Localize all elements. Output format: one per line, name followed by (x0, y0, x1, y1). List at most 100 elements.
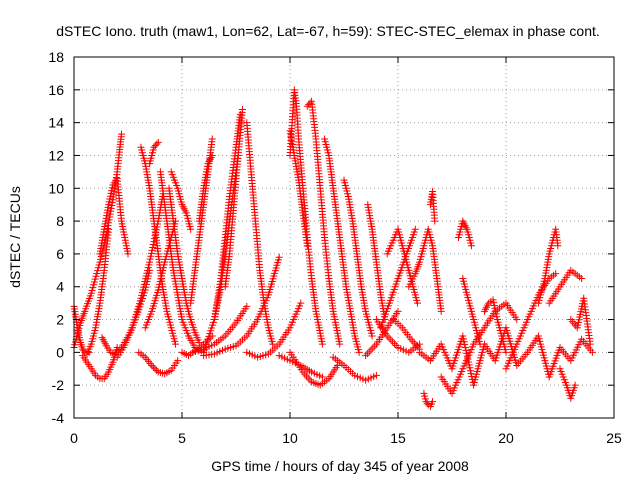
data-point-marker (148, 361, 156, 369)
data-point-marker (149, 363, 157, 371)
data-point-marker (151, 142, 159, 150)
data-point-marker (208, 135, 216, 143)
data-point-marker (460, 338, 468, 346)
data-points (70, 86, 596, 411)
data-point-marker (153, 140, 161, 148)
data-point-marker (429, 398, 437, 406)
data-point-marker (238, 106, 246, 114)
y-tick-label: 2 (56, 312, 64, 328)
data-point-marker (90, 281, 98, 289)
data-point-marker (554, 242, 562, 250)
data-point-marker (150, 143, 158, 151)
data-point-marker (106, 210, 114, 218)
data-point-marker (106, 213, 114, 221)
data-point-marker (187, 225, 195, 233)
data-point-marker (105, 219, 113, 227)
data-point-marker (437, 307, 445, 315)
chart-title: dSTEC Iono. truth (maw1, Lon=62, Lat=-67… (56, 23, 600, 39)
x-tick-label: 10 (282, 430, 298, 446)
data-point-marker (91, 275, 99, 283)
data-point-marker (93, 269, 101, 277)
data-point-marker (413, 299, 421, 307)
data-point-marker (80, 347, 88, 355)
data-point-marker (108, 199, 116, 207)
x-tick-label: 0 (70, 430, 78, 446)
data-point-marker (243, 302, 251, 310)
data-point-marker (149, 243, 157, 251)
data-point-marker (87, 289, 95, 297)
y-tick-label: 16 (48, 82, 64, 98)
data-point-marker (105, 216, 113, 224)
y-tick-label: 4 (56, 279, 64, 295)
data-point-marker (394, 307, 402, 315)
data-point-marker (431, 217, 439, 225)
data-point-marker (146, 258, 154, 266)
data-point-marker (92, 272, 100, 280)
y-tick-label: 12 (48, 147, 64, 163)
data-point-marker (423, 399, 431, 407)
data-point-marker (461, 344, 469, 352)
data-point-marker (148, 246, 156, 254)
data-point-marker (94, 264, 102, 272)
y-axis-label: dSTEC / TECUs (7, 186, 23, 288)
x-tick-label: 5 (178, 430, 186, 446)
y-tick-label: -2 (52, 377, 65, 393)
x-tick-label: 20 (498, 430, 514, 446)
data-point-marker (586, 340, 594, 348)
data-point-marker (147, 252, 155, 260)
data-point-marker (107, 207, 115, 215)
data-point-marker (368, 332, 376, 340)
data-point-marker (172, 340, 180, 348)
data-point-marker (275, 253, 283, 261)
y-tick-label: 18 (48, 49, 64, 65)
data-point-marker (124, 250, 132, 258)
data-point-marker (466, 367, 474, 375)
data-point-marker (465, 361, 473, 369)
data-point-marker (153, 366, 161, 374)
data-point-marker (502, 348, 510, 356)
data-point-marker (459, 335, 467, 343)
x-axis-label: GPS time / hours of day 345 of year 2008 (211, 458, 469, 474)
data-point-marker (89, 284, 97, 292)
data-point-marker (476, 340, 484, 348)
x-tick-label: 15 (390, 430, 406, 446)
data-point-marker (303, 242, 311, 250)
y-tick-label: 8 (56, 213, 64, 229)
data-point-marker (588, 348, 596, 356)
data-point-marker (462, 346, 470, 354)
data-point-marker (147, 249, 155, 257)
data-point-marker (318, 373, 326, 381)
x-tick-label: 25 (606, 430, 622, 446)
axis-ticks: 0 5 10 15 20 25 -4 -2 0 2 4 6 8 10 12 14 16 18 (48, 49, 622, 446)
data-point-marker (571, 381, 579, 389)
data-point-marker (306, 99, 314, 107)
data-point-marker (107, 204, 115, 212)
data-point-marker (118, 130, 126, 138)
plot-frame (73, 56, 615, 419)
data-point-marker (108, 202, 116, 210)
data-point-marker (372, 371, 380, 379)
data-point-marker (146, 255, 154, 263)
data-point-marker (151, 365, 159, 373)
data-point-marker (459, 332, 467, 340)
y-tick-label: 0 (56, 344, 64, 360)
data-point-marker (318, 340, 326, 348)
data-point-marker (208, 151, 216, 159)
data-point-marker (149, 241, 157, 249)
data-point-marker (90, 278, 98, 286)
data-point-marker (174, 357, 182, 365)
data-point-marker (94, 267, 102, 275)
data-point-marker (303, 102, 311, 110)
y-tick-label: -4 (52, 410, 65, 426)
data-point-marker (355, 348, 363, 356)
y-tick-label: 6 (56, 246, 64, 262)
data-point-marker (467, 242, 475, 250)
data-point-marker (411, 225, 419, 233)
y-tick-label: 10 (48, 180, 64, 196)
data-point-marker (578, 275, 586, 283)
data-point-marker (297, 299, 305, 307)
data-point-marker (269, 340, 277, 348)
data-point-marker (552, 270, 560, 278)
